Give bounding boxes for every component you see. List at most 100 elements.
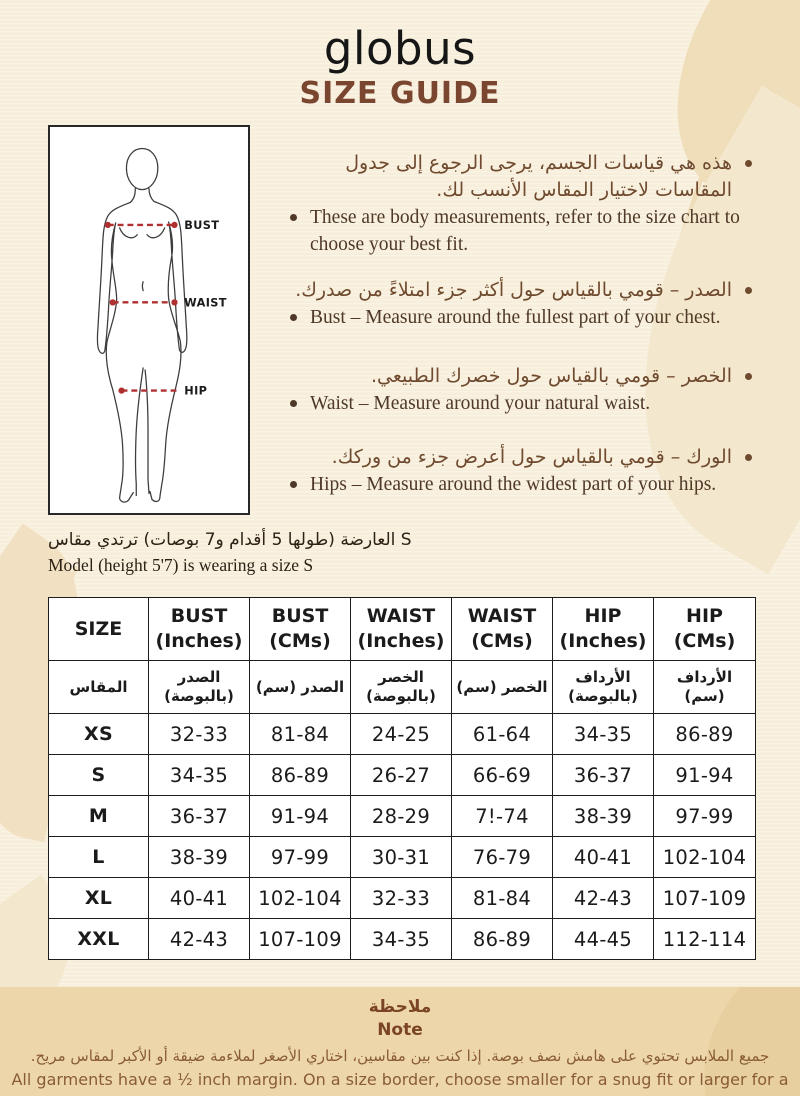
instruction-english: Waist – Measure around your natural wais…	[285, 390, 757, 417]
column-header-waist-in: WAIST (Inches)	[350, 597, 452, 661]
female-figure-illustration: BUST WAIST HIP	[96, 147, 227, 503]
table-row: XXL 42-43 107-109 34-35 86-89 44-45 112-114	[48, 918, 756, 960]
size-chart-table: SIZE BUST (Inches) BUST (CMs) WAIST (Inches…	[48, 597, 756, 960]
page-title: SIZE GUIDE	[299, 76, 501, 111]
note-title-arabic: ملاحظة	[368, 997, 432, 1017]
measurement-cell: 40-41	[552, 836, 654, 878]
column-header-hip-cm: HIP (CMs)	[653, 597, 756, 661]
note-title-english: Note	[377, 1020, 423, 1040]
note-body-arabic: جميع الملابس تحتوي على هامش نصف بوصة. إذ…	[30, 1047, 770, 1065]
measurement-cell: 44-45	[552, 918, 654, 960]
bullet-icon	[290, 214, 297, 221]
table-row: L 38-39 97-99 30-31 76-79 40-41 102-104	[48, 836, 756, 878]
measurement-cell: 112-114	[653, 918, 756, 960]
table-row: XS 32-33 81-84 24-25 61-64 34-35 86-89	[48, 713, 756, 755]
bullet-icon	[290, 481, 297, 488]
body-measurement-diagram: BUST WAIST HIP	[48, 125, 250, 515]
measurement-cell: 107-109	[653, 877, 756, 919]
size-cell: XS	[48, 713, 149, 755]
column-header-waist-cm-ar: الخصر (سم)	[451, 660, 553, 714]
instruction-english: Bust – Measure around the fullest part o…	[285, 304, 757, 331]
measurement-cell: 97-99	[653, 795, 756, 837]
column-header-waist-cm: WAIST (CMs)	[451, 597, 553, 661]
instruction-group-waist: الخصر – قومي بالقياس حول خصرك الطبيعي. W…	[285, 363, 757, 417]
measurement-cell: 86-89	[653, 713, 756, 755]
measurement-cell: 107-109	[249, 918, 351, 960]
measurement-cell: 28-29	[350, 795, 452, 837]
note-body-english: All garments have a ½ inch margin. On a …	[11, 1070, 789, 1096]
measurement-cell: 34-35	[350, 918, 452, 960]
instructions-list: هذه هي قياسات الجسم، يرجى الرجوع إلى جدو…	[285, 150, 757, 517]
measurement-cell: 38-39	[148, 836, 250, 878]
table-header-english: SIZE BUST (Inches) BUST (CMs) WAIST (Inches…	[48, 597, 756, 661]
column-header-bust-in-ar: الصدر (بالبوصة)	[148, 660, 250, 714]
instruction-group-general: هذه هي قياسات الجسم، يرجى الرجوع إلى جدو…	[285, 150, 757, 258]
measurement-cell: 24-25	[350, 713, 452, 755]
instruction-arabic: الورك – قومي بالقياس حول أعرض جزء من ورك…	[285, 444, 757, 471]
instruction-english: Hips – Measure around the widest part of…	[285, 471, 757, 498]
measurement-cell: 36-37	[552, 754, 654, 796]
size-cell: S	[48, 754, 149, 796]
measurement-cell: 76-79	[451, 836, 553, 878]
measurement-cell: 34-35	[552, 713, 654, 755]
instruction-arabic: الصدر – قومي بالقياس حول أكثر جزء امتلاء…	[285, 277, 757, 304]
measurement-cell: 42-43	[148, 918, 250, 960]
measurement-cell: 66-69	[451, 754, 553, 796]
measurement-cell: 91-94	[249, 795, 351, 837]
column-header-bust-in: BUST (Inches)	[148, 597, 250, 661]
column-header-size: SIZE	[48, 597, 149, 661]
measurement-cell: 42-43	[552, 877, 654, 919]
waist-label: WAIST	[184, 296, 227, 309]
column-header-hip-in-ar: الأرداف (بالبوصة)	[552, 660, 654, 714]
size-cell: XL	[48, 877, 149, 919]
measurement-cell: 32-33	[350, 877, 452, 919]
size-cell: M	[48, 795, 149, 837]
instruction-arabic: الخصر – قومي بالقياس حول خصرك الطبيعي.	[285, 363, 757, 390]
table-row: M 36-37 91-94 28-29 7!-74 38-39 97-99	[48, 795, 756, 837]
size-cell: L	[48, 836, 149, 878]
hip-label: HIP	[184, 384, 207, 397]
instruction-group-hip: الورك – قومي بالقياس حول أعرض جزء من ورك…	[285, 444, 757, 498]
column-header-bust-cm: BUST (CMs)	[249, 597, 351, 661]
measurement-cell: 102-104	[653, 836, 756, 878]
instruction-arabic: هذه هي قياسات الجسم، يرجى الرجوع إلى جدو…	[285, 150, 757, 204]
measurement-cell: 86-89	[249, 754, 351, 796]
bullet-icon	[745, 160, 752, 167]
measurement-labels: BUST WAIST HIP	[184, 219, 227, 398]
measurement-cell: 30-31	[350, 836, 452, 878]
measurement-cell: 81-84	[451, 877, 553, 919]
measurement-cell: 38-39	[552, 795, 654, 837]
measurement-cell: 86-89	[451, 918, 553, 960]
bullet-icon	[745, 373, 752, 380]
model-note-arabic: العارضة (طولها 5 أقدام و7 بوصات) ترتدي م…	[48, 530, 412, 550]
bullet-icon	[290, 314, 297, 321]
bullet-icon	[745, 454, 752, 461]
measurement-cell: 26-27	[350, 754, 452, 796]
instruction-english: These are body measurements, refer to th…	[285, 204, 757, 258]
table-row: XL 40-41 102-104 32-33 81-84 42-43 107-109	[48, 877, 756, 919]
column-header-waist-in-ar: الخصر (بالبوصة)	[350, 660, 452, 714]
measurement-cell: 7!-74	[451, 795, 553, 837]
measurement-cell: 102-104	[249, 877, 351, 919]
measurement-cell: 32-33	[148, 713, 250, 755]
bullet-icon	[290, 400, 297, 407]
column-header-hip-cm-ar: الأرداف (سم)	[653, 660, 756, 714]
column-header-size-ar: المقاس	[48, 660, 149, 714]
bust-label: BUST	[184, 219, 219, 232]
measurement-dots	[104, 221, 178, 394]
figure-outline	[96, 147, 188, 503]
size-cell: XXL	[48, 918, 149, 960]
measurement-cell: 91-94	[653, 754, 756, 796]
column-header-hip-in: HIP (Inches)	[552, 597, 654, 661]
measurement-cell: 61-64	[451, 713, 553, 755]
measurement-cell: 36-37	[148, 795, 250, 837]
instruction-group-bust: الصدر – قومي بالقياس حول أكثر جزء امتلاء…	[285, 277, 757, 331]
measurement-cell: 40-41	[148, 877, 250, 919]
measurement-cell: 34-35	[148, 754, 250, 796]
column-header-bust-cm-ar: الصدر (سم)	[249, 660, 351, 714]
model-note-english: Model (height 5'7) is wearing a size S	[48, 555, 314, 575]
bullet-icon	[745, 287, 752, 294]
measurement-lines	[107, 223, 179, 392]
table-row: S 34-35 86-89 26-27 66-69 36-37 91-94	[48, 754, 756, 796]
